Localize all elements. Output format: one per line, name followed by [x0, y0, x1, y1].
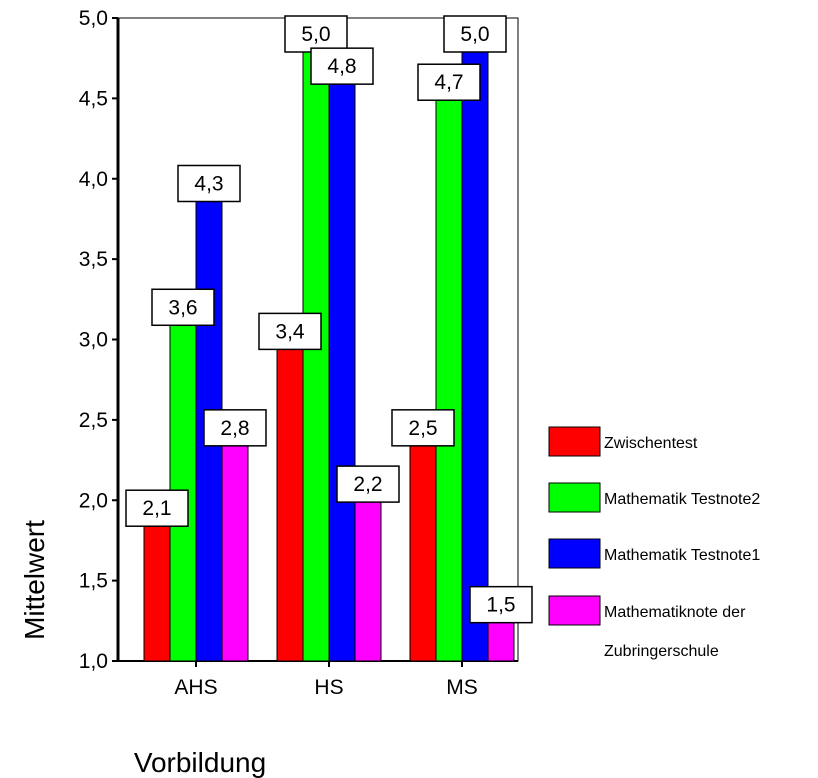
data-label-box — [469, 585, 533, 624]
legend-item: Mathematik Testnote2 — [548, 482, 760, 513]
data-label-text: 2,1 — [142, 497, 171, 520]
data-label-box — [417, 63, 481, 101]
data-label-text: 2,8 — [220, 417, 249, 440]
legend-item: Mathematik Testnote1 — [548, 538, 760, 569]
bar — [276, 314, 304, 662]
data-label-text: 2,5 — [408, 417, 437, 440]
x-axis: AHS HS MS — [118, 660, 518, 699]
data-label-text: 2,2 — [353, 473, 382, 496]
legend-swatch — [548, 482, 601, 513]
data-label-box — [443, 15, 507, 53]
bar — [435, 65, 463, 662]
legend-label: Zubringerschule — [604, 643, 719, 660]
data-label: 1,5 — [469, 585, 533, 624]
bar — [221, 411, 249, 662]
data-label-box — [310, 47, 374, 85]
data-label-text: 3,6 — [168, 296, 197, 319]
data-label-text: 4,3 — [194, 172, 223, 195]
y-tick-label: 3,5 — [79, 248, 108, 271]
data-label: 2,2 — [336, 465, 400, 503]
y-tick-label: 5,0 — [79, 7, 108, 30]
data-label: 4,3 — [177, 164, 241, 203]
legend: Zwischentest Mathematik Testnote2 Mathemat… — [548, 426, 760, 660]
y-tick-label: 1,5 — [79, 570, 108, 593]
data-label-text: 3,4 — [275, 320, 305, 343]
y-tick-label: 3,0 — [79, 329, 108, 352]
legend-item: Zwischentest — [548, 426, 698, 457]
data-label-text: 4,8 — [327, 55, 356, 78]
x-tick-label: MS — [446, 676, 478, 699]
bar — [328, 49, 356, 662]
y-tick-label: 1,0 — [79, 650, 108, 673]
bar — [169, 290, 197, 662]
data-label-box — [258, 312, 322, 351]
legend-swatch — [548, 426, 601, 457]
legend-item: Mathematiknote der Zubringerschule — [548, 595, 746, 660]
legend-swatch — [548, 595, 601, 626]
data-label: 4,8 — [310, 47, 374, 85]
bar — [461, 17, 489, 662]
data-label-box — [203, 409, 267, 447]
data-label: 3,4 — [258, 312, 322, 351]
y-axis-title: Mittelwert — [19, 520, 50, 640]
data-label: 2,5 — [391, 409, 455, 447]
data-label: 4,7 — [417, 63, 481, 101]
legend-label: Mathematik Testnote2 — [604, 491, 760, 508]
data-label-text: 4,7 — [434, 71, 463, 94]
y-tick-label: 4,0 — [79, 168, 108, 191]
x-tick-label: HS — [314, 676, 343, 699]
data-label: 2,1 — [125, 489, 189, 527]
legend-swatch — [548, 538, 601, 569]
y-axis: 1,0 1,5 2,0 2,5 3,0 3,5 4,0 4,5 5,0 — [79, 7, 120, 673]
legend-label: Mathematik Testnote1 — [604, 547, 760, 564]
data-label-text: 5,0 — [460, 23, 489, 46]
data-label: 2,8 — [203, 409, 267, 447]
y-tick-label: 4,5 — [79, 87, 108, 110]
bar — [409, 411, 437, 662]
data-label-box — [125, 489, 189, 527]
data-label-box — [336, 465, 400, 503]
legend-label: Mathematiknote der — [604, 604, 746, 621]
data-label-text: 1,5 — [486, 594, 515, 617]
data-label-box — [151, 288, 215, 327]
x-axis-title: Vorbildung — [134, 747, 266, 778]
data-label: 5,0 — [284, 15, 348, 53]
data-label: 5,0 — [443, 15, 507, 53]
data-label-text: 5,0 — [301, 23, 330, 46]
y-tick-label: 2,5 — [79, 409, 108, 432]
legend-label: Zwischentest — [604, 435, 698, 452]
data-label-box — [177, 164, 241, 203]
data-labels: 2,1 3,6 4,3 2,8 3,4 5,0 4,8 2,2 2,5 4,7 5,0 1,5 — [125, 15, 533, 624]
data-label-box — [391, 409, 455, 447]
bars — [143, 17, 515, 662]
data-label: 3,6 — [151, 288, 215, 327]
x-tick-label: AHS — [174, 676, 217, 699]
y-tick-label: 2,0 — [79, 489, 108, 512]
